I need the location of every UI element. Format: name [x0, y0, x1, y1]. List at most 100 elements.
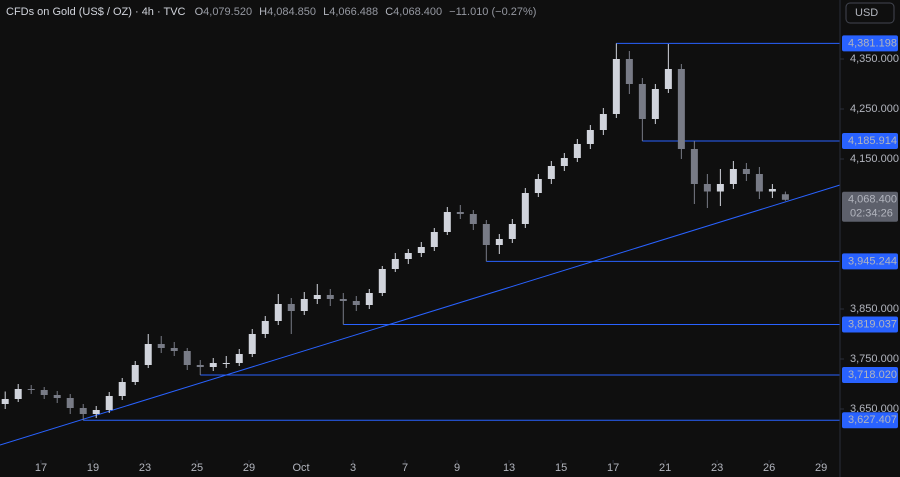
symbol: CFDs on Gold (US$ / OZ) · 4h · TVC [6, 6, 186, 18]
level-label: 4,381.198 [848, 37, 897, 49]
candle-body [131, 365, 139, 382]
candle-body [352, 301, 360, 305]
x-tick-label: Oct [292, 462, 309, 474]
candle-body [521, 193, 529, 224]
candle-body [248, 334, 256, 354]
x-tick-label: 9 [454, 462, 460, 474]
x-tick-label: 7 [402, 462, 408, 474]
x-tick-label: 26 [763, 462, 775, 474]
candle-body [482, 224, 490, 245]
candle-body [547, 166, 555, 179]
x-tick-label: 29 [815, 462, 827, 474]
x-tick-label: 25 [191, 462, 203, 474]
candle-body [378, 269, 386, 293]
candle-body [157, 344, 165, 348]
header: CFDs on Gold (US$ / OZ) · 4h · TVC O4,07… [6, 6, 536, 18]
candle-body [404, 253, 412, 259]
x-tick-label: 15 [555, 462, 567, 474]
y-tick-label: 4,150.000 [850, 153, 899, 165]
x-tick-label: 23 [711, 462, 723, 474]
ohlc-value: 4,084.850 [267, 6, 316, 18]
y-tick-label: 4,350.000 [850, 53, 899, 65]
y-tick-label: 4,250.000 [850, 103, 899, 115]
candle-body [612, 59, 620, 114]
candle-body [495, 239, 503, 245]
ohlc-value: 4,066.488 [329, 6, 378, 18]
level-tag [842, 133, 898, 150]
level-tag [842, 412, 898, 429]
x-tick-label: 17 [35, 462, 47, 474]
candle-body [703, 184, 711, 192]
candle-body [53, 395, 61, 398]
candle-body [586, 130, 594, 144]
y-tick-label: 3,650.000 [850, 403, 899, 415]
candle-body [1, 399, 9, 404]
level-tag [842, 35, 898, 52]
level-label: 3,945.244 [848, 255, 897, 267]
level-label: 3,718.020 [848, 369, 897, 381]
candle-body [651, 89, 659, 119]
x-tick-label: 23 [139, 462, 151, 474]
candle-body [417, 247, 425, 253]
candle-body [339, 299, 347, 301]
candle-body [456, 212, 464, 214]
ohlc-key: L [323, 6, 329, 18]
candle-body [365, 293, 373, 305]
x-tick-label: 21 [659, 462, 671, 474]
candle-body [40, 390, 48, 395]
y-tick-label: 3,850.000 [850, 303, 899, 315]
candle-body [690, 149, 698, 184]
x-tick-label: 3 [350, 462, 356, 474]
candle-body [729, 169, 737, 184]
x-tick-label: 17 [607, 462, 619, 474]
candle-body [222, 363, 230, 364]
trendline [0, 184, 841, 446]
last-price-tag [842, 191, 898, 222]
candle-body [742, 169, 750, 174]
candle-body [664, 69, 672, 89]
candle-body [105, 396, 113, 410]
candle-body [118, 382, 126, 396]
candle-body [573, 144, 581, 158]
ohlc-key: C [385, 6, 393, 18]
ohlc-value: 4,079.520 [203, 6, 252, 18]
countdown: 02:34:26 [850, 208, 893, 220]
candle-body [209, 363, 217, 367]
candle-body [534, 179, 542, 193]
candle-body [599, 114, 607, 130]
candle-body [391, 259, 399, 269]
candle-body [196, 365, 204, 367]
candle-body [66, 398, 74, 408]
candle-body [92, 410, 100, 414]
level-tag [842, 366, 898, 383]
candle-body [638, 84, 646, 119]
candle-body [677, 69, 685, 149]
last-price-label: 4,068.400 [848, 194, 897, 206]
candle-body [430, 232, 438, 247]
candle-body [27, 389, 35, 390]
ohlc-value: 4,068.400 [393, 6, 442, 18]
candle-body [14, 389, 22, 399]
candle-body [313, 295, 321, 299]
x-tick-label: 29 [243, 462, 255, 474]
candle-body [183, 351, 191, 365]
y-tick-label: 3,750.000 [850, 353, 899, 365]
currency-button[interactable] [845, 2, 895, 24]
ohlc-key: O [195, 6, 204, 18]
candle-body [287, 304, 295, 311]
level-tag [842, 253, 898, 270]
level-label: 3,819.037 [848, 318, 897, 330]
candle-body [326, 295, 334, 299]
ohlc-key: H [259, 6, 267, 18]
candle-body [170, 348, 178, 351]
level-tag [842, 316, 898, 333]
candle-body [625, 59, 633, 84]
currency[interactable]: USD [855, 7, 878, 19]
candle-body [144, 344, 152, 365]
candle-body [235, 354, 243, 363]
candle-body [755, 174, 763, 192]
candle-body [781, 194, 789, 200]
candle-body [274, 304, 282, 321]
